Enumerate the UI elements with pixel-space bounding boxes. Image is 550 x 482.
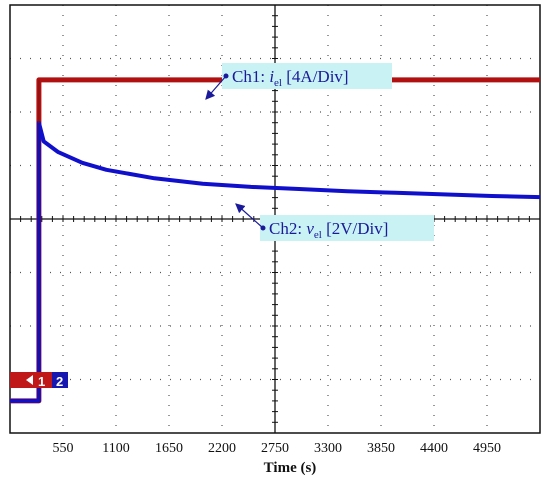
ch1-annotation-sub: el [274, 77, 282, 89]
series-ch2-trace [10, 120, 541, 403]
ch1-annotation-text: Ch1: iel [4A/Div] [232, 67, 349, 89]
ch1-annotation-suffix: [4A/Div] [282, 67, 349, 86]
x-tick-label: 2200 [208, 441, 236, 456]
x-tick-label: 3850 [367, 441, 395, 456]
ch2-annotation-text: Ch2: vel [2V/Div] [269, 219, 388, 241]
ch2-annotation-bg [260, 215, 434, 241]
ch1-ground-marker-label: 1 [38, 374, 45, 389]
ch2-ground-marker-label: 2 [56, 374, 63, 389]
ch2-annotation: Ch2: vel [2V/Div] [235, 203, 434, 241]
ch2-annotation-dot-icon [260, 225, 266, 231]
x-axis-title: Time (s) [264, 460, 317, 476]
ch2-annotation-prefix: Ch2: [269, 219, 306, 238]
x-tick-label: 4950 [473, 441, 501, 456]
ch1-annotation-prefix: Ch1: [232, 67, 269, 86]
x-tick-label: 3300 [314, 441, 342, 456]
ch2-annotation-suffix: [2V/Div] [322, 219, 389, 238]
ch2-ground-marker-bg [52, 372, 68, 388]
ch1-annotation-symbol: i [269, 67, 274, 86]
ch1-annotation-arrow [205, 75, 227, 100]
ch1-annotation-bg [222, 63, 392, 89]
x-tick-label: 550 [53, 441, 74, 456]
x-tick-label: 1100 [102, 441, 129, 456]
x-tick-label: 2750 [261, 441, 289, 456]
ch1-annotation-dot-icon [223, 73, 229, 79]
ch1-annotation: Ch1: iel [4A/Div] [205, 63, 392, 100]
channel-markers: 1 2 [10, 372, 68, 389]
x-tick-label: 4400 [420, 441, 448, 456]
x-tick-label: 1650 [155, 441, 183, 456]
ch2-annotation-sub: el [314, 229, 322, 241]
ch1-ground-marker-arrow-icon [26, 375, 33, 385]
ch2-annotation-arrow [235, 203, 264, 229]
plot-frame [9, 4, 541, 434]
x-tick-labels: 550 1100 1650 2200 2750 3300 3850 4400 4950 [53, 441, 502, 456]
ch2-annotation-symbol: v [306, 219, 314, 238]
